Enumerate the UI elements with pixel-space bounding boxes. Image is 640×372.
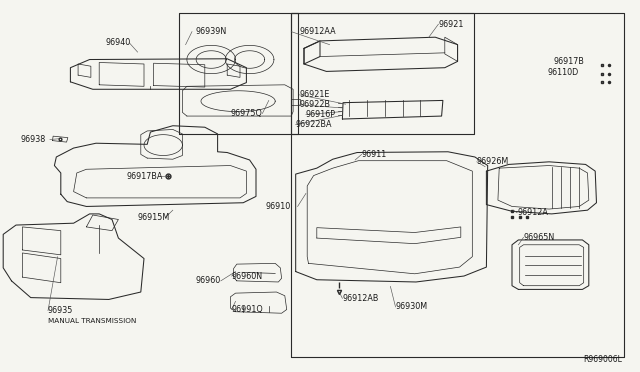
Text: 96911: 96911 <box>362 150 387 159</box>
Text: 96939N: 96939N <box>195 27 227 36</box>
Text: 96110D: 96110D <box>547 68 579 77</box>
Text: 96917BA: 96917BA <box>127 172 163 181</box>
Text: 96922B: 96922B <box>300 100 330 109</box>
Text: 96960: 96960 <box>196 276 221 285</box>
Text: 96930M: 96930M <box>396 302 428 311</box>
Text: 96912AB: 96912AB <box>342 294 379 303</box>
Text: 96910: 96910 <box>266 202 291 211</box>
Text: 96935: 96935 <box>48 306 74 315</box>
Text: 96991Q: 96991Q <box>232 305 264 314</box>
Text: 96965N: 96965N <box>524 233 555 242</box>
Text: 96975Q: 96975Q <box>230 109 262 118</box>
Text: 96940: 96940 <box>106 38 131 47</box>
Text: R969006L: R969006L <box>583 355 622 364</box>
Text: 96912A: 96912A <box>517 208 548 217</box>
Text: 96912AA: 96912AA <box>300 27 336 36</box>
Text: 96915M: 96915M <box>138 213 170 222</box>
Text: 96917B: 96917B <box>554 57 584 66</box>
Text: MANUAL TRANSMISSION: MANUAL TRANSMISSION <box>48 318 136 324</box>
Text: 96921E: 96921E <box>300 90 330 99</box>
Text: 96916P: 96916P <box>306 110 336 119</box>
Text: 96922BA: 96922BA <box>296 120 332 129</box>
Text: 96921: 96921 <box>438 20 464 29</box>
Text: 96926M: 96926M <box>477 157 509 166</box>
Text: 96938: 96938 <box>21 135 46 144</box>
Text: 96960N: 96960N <box>232 272 263 280</box>
